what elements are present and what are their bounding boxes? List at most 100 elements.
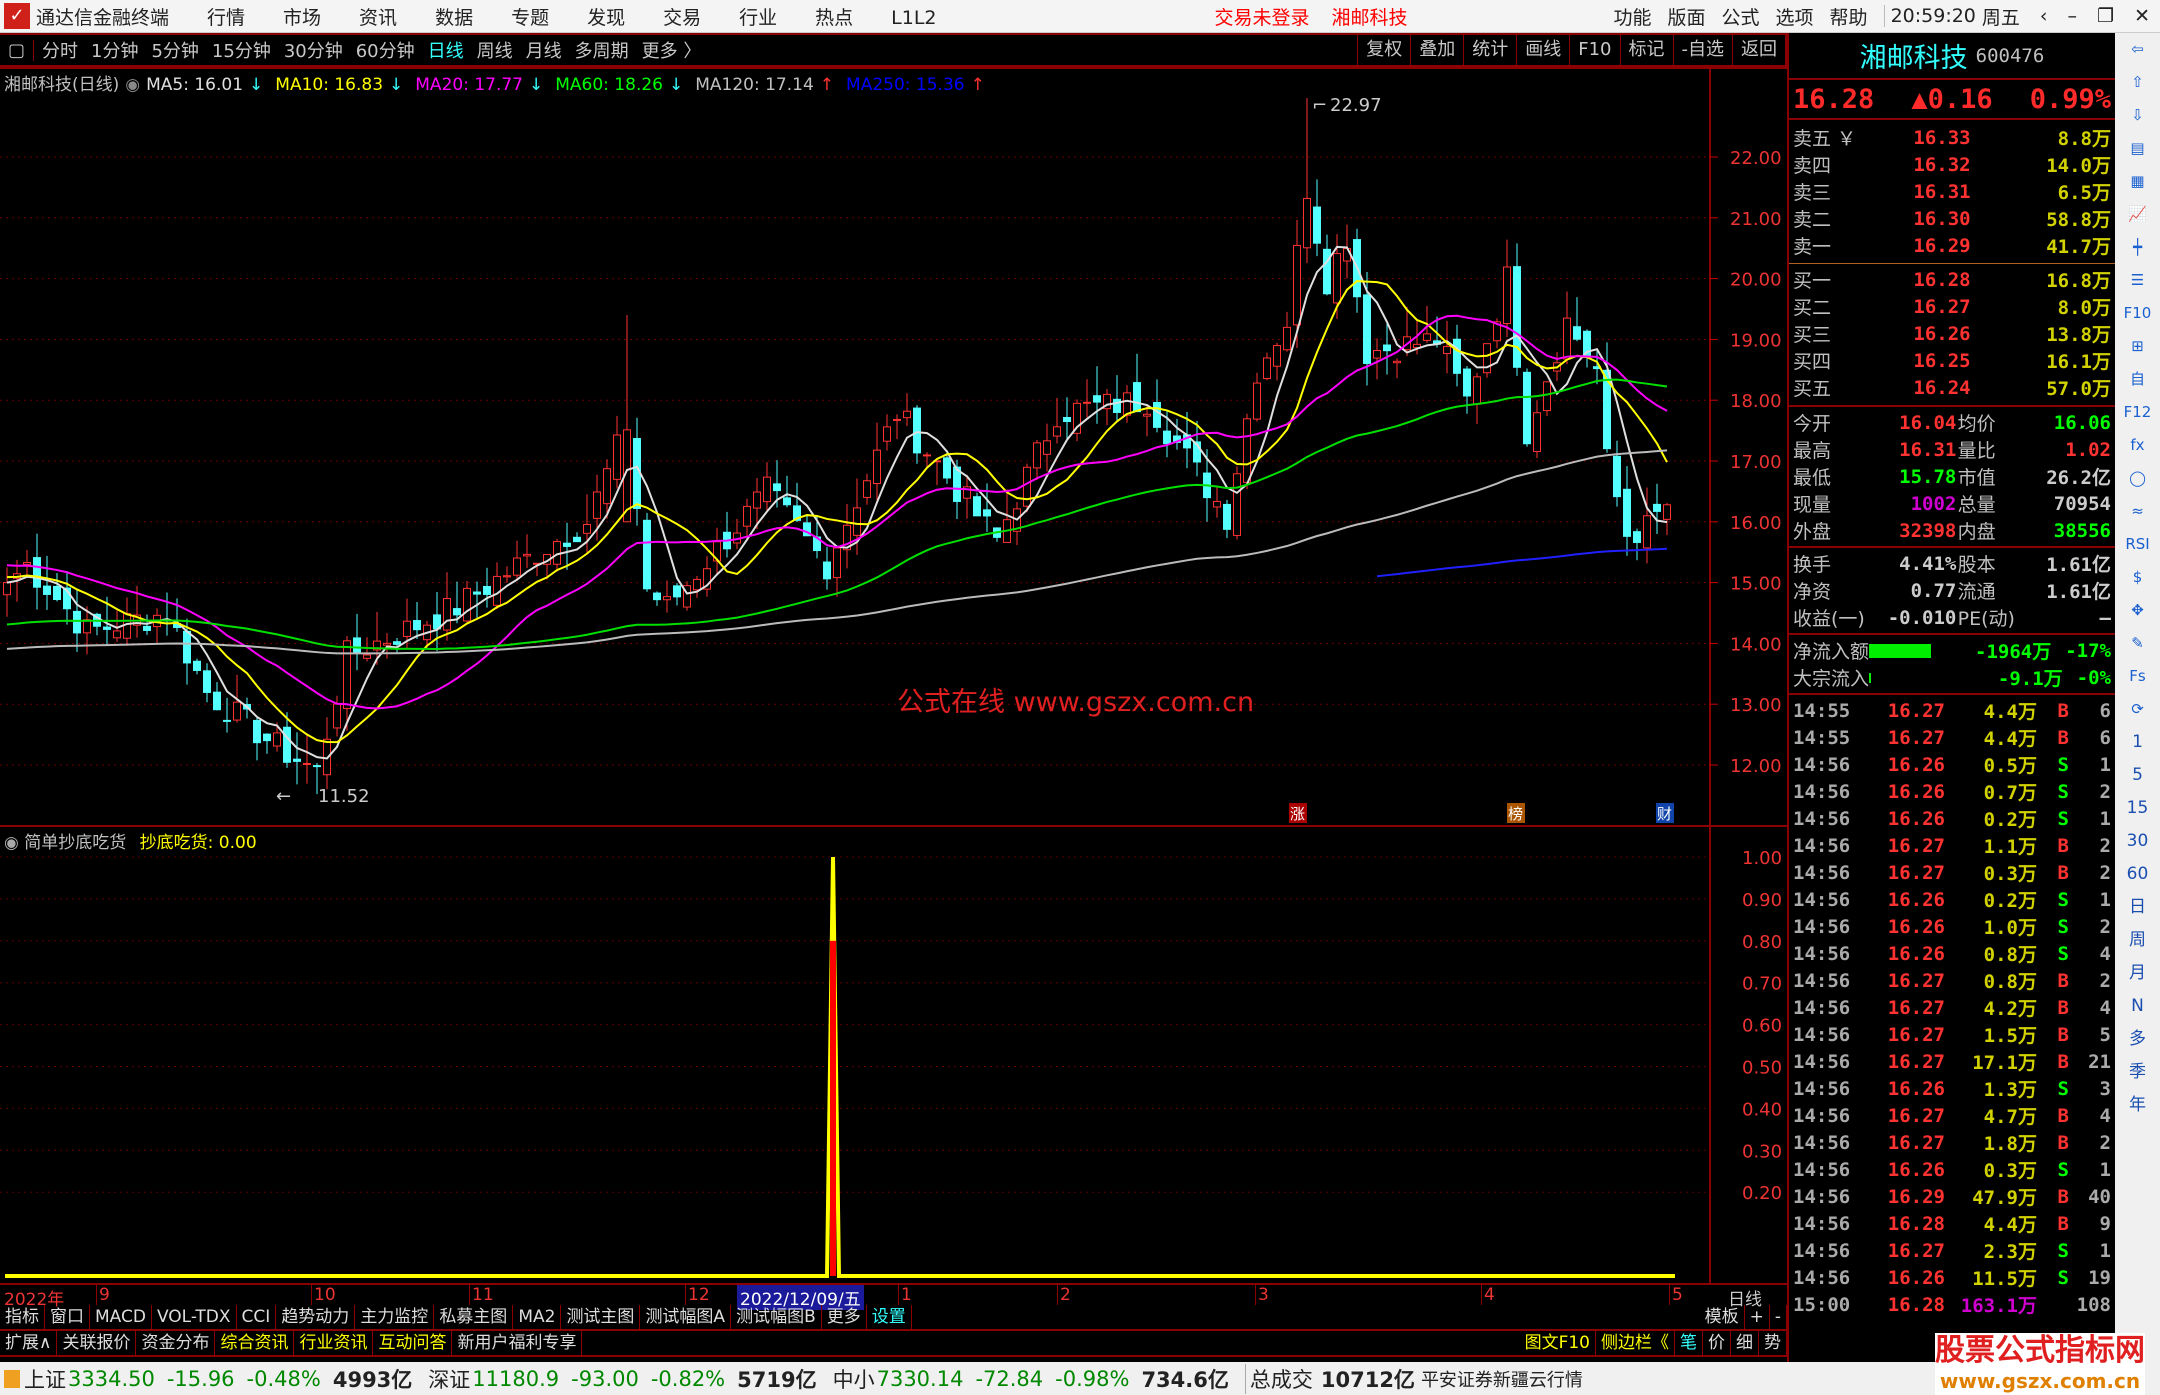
sidebar-button-8[interactable]: F10 (2123, 304, 2152, 322)
back-icon[interactable]: ‹ (2039, 5, 2048, 27)
tool-button-6[interactable]: -自选 (1672, 35, 1733, 65)
panel-toggle-icon[interactable]: ▢ (0, 39, 35, 61)
template-button-1[interactable]: + (1745, 1305, 1770, 1329)
order-level[interactable]: 卖二 16.30 58.8万 (1789, 205, 2115, 232)
menu-5[interactable]: 发现 (587, 6, 626, 29)
right-menu-0[interactable]: 功能 (1613, 6, 1652, 29)
sidebar-button-11[interactable]: F12 (2123, 403, 2152, 421)
indicator-tab-11[interactable]: 测试幅图B (731, 1305, 822, 1329)
sidebar-button-17[interactable]: ✥ (2131, 601, 2144, 619)
menu-4[interactable]: 专题 (511, 6, 550, 29)
period-tab-8[interactable]: 月线 (525, 41, 562, 62)
collapse-icon[interactable]: ◉ (4, 833, 19, 853)
tick-trades[interactable]: 14:55 16.27 4.4万 B 6 14:55 16.27 4.4万 B 6 14:56 16.… (1789, 693, 2115, 1320)
extension-tab-2[interactable]: 资金分布 (136, 1331, 216, 1355)
order-level[interactable]: 卖一 16.29 41.7万 (1789, 232, 2115, 259)
sidebar-button-29[interactable]: N (2131, 996, 2144, 1016)
sidebar-button-24[interactable]: 30 (2126, 831, 2149, 851)
sidebar-button-15[interactable]: RSI (2125, 535, 2150, 553)
sidebar-button-1[interactable]: ⇧ (2131, 73, 2144, 91)
order-level[interactable]: 卖五 ￥ 16.33 8.8万 (1789, 124, 2115, 151)
index-name[interactable]: 深证 (428, 1367, 471, 1392)
tool-button-7[interactable]: 返回 (1732, 35, 1785, 65)
tool-button-3[interactable]: 画线 (1516, 35, 1569, 65)
period-tab-0[interactable]: 分时 (42, 41, 79, 62)
menu-1[interactable]: 市场 (283, 6, 322, 29)
menu-9[interactable]: L1L2 (891, 6, 937, 29)
sidebar-button-2[interactable]: ⇩ (2131, 106, 2144, 124)
sidebar-button-13[interactable]: ◯ (2129, 469, 2146, 487)
sidebar-button-16[interactable]: $ (2132, 568, 2143, 586)
period-tab-10[interactable]: 更多 〉 (641, 41, 702, 62)
sidebar-button-28[interactable]: 月 (2129, 963, 2146, 983)
indicator-tab-2[interactable]: MACD (90, 1305, 152, 1329)
period-tab-4[interactable]: 30分钟 (283, 41, 343, 62)
sidebar-button-18[interactable]: ✎ (2131, 634, 2144, 652)
kline-chart[interactable]: 22.00 21.00 20.00 19.00 18.00 17.00 16.00 15.00… (0, 0, 1787, 1283)
period-tab-3[interactable]: 15分钟 (211, 41, 271, 62)
sidebar-button-14[interactable]: ≈ (2131, 502, 2144, 520)
indicator-tab-6[interactable]: 主力监控 (355, 1305, 435, 1329)
indicator-tab-10[interactable]: 测试幅图A (640, 1305, 732, 1329)
panel-switch-3[interactable]: 价 (1703, 1331, 1731, 1355)
sidebar-button-23[interactable]: 15 (2126, 798, 2149, 818)
sidebar-button-9[interactable]: ⊞ (2131, 337, 2144, 355)
sidebar-button-31[interactable]: 季 (2129, 1062, 2146, 1082)
extension-tab-3[interactable]: 综合资讯 (215, 1331, 295, 1355)
indicator-tab-13[interactable]: 设置 (867, 1305, 912, 1329)
panel-switch-0[interactable]: 图文F10 (1520, 1331, 1596, 1355)
order-level[interactable]: 买一 16.28 16.8万 (1789, 266, 2115, 293)
indicator-tab-0[interactable]: 指标 (0, 1305, 45, 1329)
order-level[interactable]: 买三 16.26 13.8万 (1789, 320, 2115, 347)
indicator-tab-5[interactable]: 趋势动力 (276, 1305, 356, 1329)
indicator-tab-4[interactable]: CCI (237, 1305, 277, 1329)
period-tab-9[interactable]: 多周期 (574, 41, 629, 62)
extension-tab-5[interactable]: 互动问答 (373, 1331, 453, 1355)
menu-7[interactable]: 行业 (739, 6, 778, 29)
indicator-tab-8[interactable]: MA2 (513, 1305, 562, 1329)
minimize-icon[interactable]: – (2067, 5, 2078, 27)
sidebar-button-6[interactable]: ┿ (2132, 238, 2143, 256)
panel-switch-1[interactable]: 侧边栏《 (1596, 1331, 1675, 1355)
indicator-tab-1[interactable]: 窗口 (45, 1305, 90, 1329)
template-button-2[interactable]: - (1770, 1305, 1787, 1329)
template-button-0[interactable]: 模板 (1700, 1305, 1745, 1329)
login-status[interactable]: 交易未登录 (1214, 6, 1310, 29)
period-tab-5[interactable]: 60分钟 (355, 41, 415, 62)
order-level[interactable]: 买四 16.25 16.1万 (1789, 347, 2115, 374)
menu-2[interactable]: 资讯 (359, 6, 398, 29)
sidebar-button-0[interactable]: ⇦ (2131, 40, 2144, 58)
sidebar-button-30[interactable]: 多 (2129, 1029, 2146, 1049)
index-name[interactable]: 上证 (24, 1367, 66, 1392)
sidebar-button-4[interactable]: ▦ (2130, 172, 2145, 190)
sidebar-button-10[interactable]: 自 (2129, 370, 2145, 388)
order-level[interactable]: 买五 16.24 57.0万 (1789, 374, 2115, 401)
extension-tab-4[interactable]: 行业资讯 (294, 1331, 374, 1355)
order-level[interactable]: 卖三 16.31 6.5万 (1789, 178, 2115, 205)
sidebar-button-32[interactable]: 年 (2129, 1095, 2146, 1115)
order-level[interactable]: 卖四 16.32 14.0万 (1789, 151, 2115, 178)
sidebar-button-3[interactable]: ▤ (2130, 139, 2145, 157)
sidebar-button-19[interactable]: Fs (2129, 667, 2146, 685)
menu-6[interactable]: 交易 (663, 6, 702, 29)
extension-tab-0[interactable]: 扩展∧ (0, 1331, 58, 1355)
restore-icon[interactable]: ❐ (2097, 5, 2115, 27)
sidebar-button-20[interactable]: ⟳ (2131, 700, 2144, 718)
menu-3[interactable]: 数据 (435, 6, 474, 29)
tool-button-2[interactable]: 统计 (1463, 35, 1516, 65)
indicator-tab-7[interactable]: 私募主图 (434, 1305, 514, 1329)
index-name[interactable]: 中小 (832, 1367, 875, 1392)
sidebar-button-21[interactable]: 1 (2132, 732, 2143, 752)
panel-switch-2[interactable]: 笔 (1675, 1331, 1703, 1355)
period-tab-6[interactable]: 日线 (427, 41, 464, 62)
period-tab-1[interactable]: 1分钟 (91, 41, 139, 62)
sidebar-button-5[interactable]: 📈 (2128, 205, 2147, 223)
order-level[interactable]: 买二 16.27 8.0万 (1789, 293, 2115, 320)
indicator-tab-3[interactable]: VOL-TDX (152, 1305, 237, 1329)
indicator-name[interactable]: 简单抄底吃货 (24, 833, 127, 853)
sidebar-button-22[interactable]: 5 (2132, 765, 2143, 785)
sidebar-button-27[interactable]: 周 (2129, 930, 2146, 950)
sidebar-button-25[interactable]: 60 (2126, 864, 2149, 884)
extension-tab-6[interactable]: 新用户福利专享 (452, 1331, 583, 1355)
sidebar-button-12[interactable]: fx (2130, 436, 2145, 454)
